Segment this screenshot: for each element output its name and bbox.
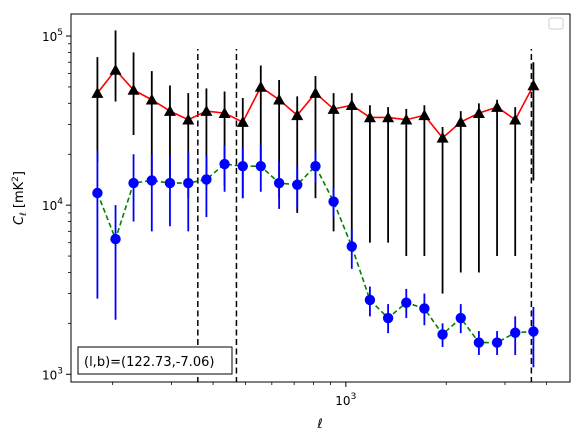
series-0-marker-13: [327, 103, 340, 114]
y-axis-label-main: C: [12, 215, 27, 225]
legend-box: [548, 17, 564, 30]
series-1-marker-6: [201, 174, 212, 185]
series-0-marker-18: [418, 109, 431, 121]
series-0-marker-7: [218, 107, 231, 118]
x-tick-label-base-0: 10: [335, 394, 350, 408]
series-0-marker-15: [363, 111, 376, 123]
y-axis-label: Cℓ [mK2]: [11, 171, 29, 225]
y-tick-label-exp-1: 4: [57, 197, 63, 207]
series-1-marker-18: [419, 303, 430, 314]
series-0-marker-3: [145, 93, 158, 105]
series-1: [92, 145, 539, 368]
y-tick-label-base-0: 10: [42, 368, 57, 382]
series-0-marker-0: [91, 87, 104, 98]
series-0-marker-2: [127, 83, 140, 95]
series-1-marker-21: [473, 337, 485, 348]
series-0-marker-1: [109, 63, 122, 75]
series-1-marker-3: [146, 175, 157, 186]
series-0-marker-19: [436, 131, 449, 143]
series-0-marker-4: [163, 105, 176, 116]
series-1-marker-14: [346, 241, 357, 252]
series-1-marker-2: [128, 177, 139, 189]
series-1-marker-20: [455, 312, 466, 324]
plot-background: [71, 14, 570, 382]
y-axis-label-unit-close: ]: [12, 171, 27, 176]
series-1-marker-13: [328, 196, 339, 207]
series-1-marker-19: [437, 329, 448, 340]
series-1-marker-23: [510, 327, 521, 338]
series-0-marker-10: [273, 93, 286, 105]
y-axis-label-unit: [mK: [12, 181, 27, 208]
plot-content: [91, 30, 540, 382]
plot-clipped: [91, 30, 540, 382]
series-0-marker-12: [309, 87, 322, 98]
series-1-marker-22: [491, 337, 503, 348]
series-1-marker-8: [237, 160, 248, 172]
y-tick-label-2: 105: [42, 28, 63, 44]
y-tick-label-1: 104: [42, 197, 63, 213]
x-axis-label: ℓ: [316, 417, 322, 432]
x-tick-label-exp-0: 3: [351, 392, 357, 402]
series-0-marker-20: [454, 116, 467, 127]
series-0-marker-16: [382, 111, 395, 123]
y-axis-label-sub: ℓ: [19, 212, 29, 217]
series-1-marker-11: [292, 179, 303, 190]
series-1-marker-12: [310, 160, 321, 172]
series-0-marker-24: [527, 79, 540, 91]
series-1-marker-17: [401, 297, 412, 308]
series-0-marker-14: [345, 99, 358, 110]
y-tick-label-base-1: 10: [42, 199, 57, 213]
series-1-marker-10: [273, 177, 285, 189]
series-0-marker-5: [182, 113, 195, 125]
series-0-marker-21: [472, 107, 485, 118]
series-1-marker-16: [382, 312, 394, 324]
series-0-marker-17: [400, 113, 413, 125]
y-tick-label-exp-0: 3: [57, 366, 63, 376]
annotation-box: [77, 346, 233, 375]
y-tick-label-exp-2: 5: [57, 28, 63, 38]
y-tick-label-0: 103: [42, 366, 63, 382]
series-0-marker-23: [509, 113, 522, 125]
series-1-marker-1: [110, 233, 121, 245]
series-1-marker-15: [364, 294, 376, 306]
series-1-marker-0: [92, 187, 103, 199]
series-1-marker-7: [219, 158, 230, 170]
series-0-marker-22: [491, 101, 504, 112]
series-1-marker-9: [255, 160, 266, 172]
y-tick-label-base-2: 10: [42, 30, 57, 44]
annotation-text: (l,b)=(122.73,-7.06): [84, 355, 214, 370]
coordinate-annotation: (l,b)=(122.73,-7.06): [77, 346, 233, 375]
series-1-marker-24: [528, 326, 539, 337]
axes-frame: [70, 13, 571, 383]
series-0-marker-9: [254, 80, 267, 92]
series-0-marker-8: [236, 116, 249, 127]
series-1-marker-4: [164, 177, 176, 189]
series-0-marker-11: [291, 109, 304, 121]
series-1-marker-5: [183, 177, 194, 189]
series-0-marker-6: [200, 105, 213, 116]
y-axis-label-unit-sup: 2: [11, 176, 21, 182]
x-tick-label-0: 103: [335, 392, 356, 408]
